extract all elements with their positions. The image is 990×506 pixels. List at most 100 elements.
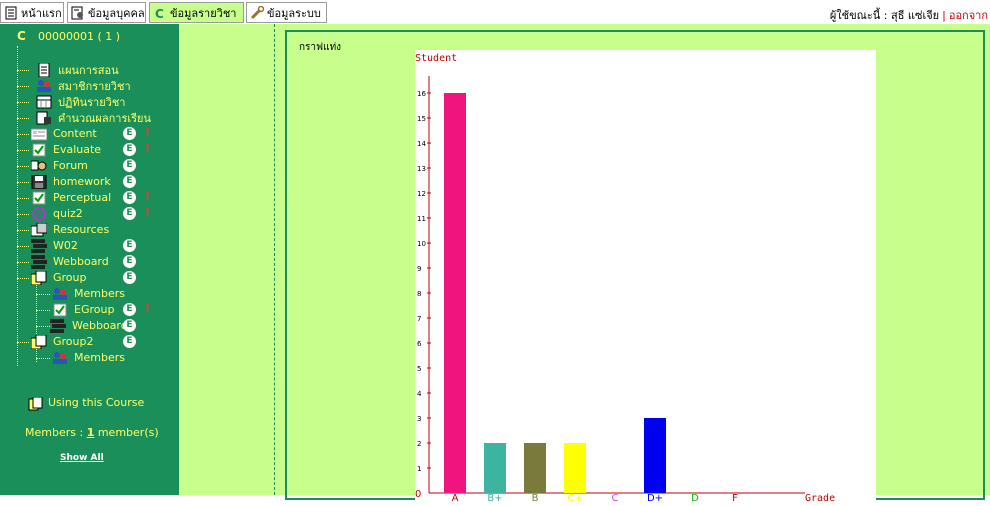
- sidebar-item-members[interactable]: Members: [52, 350, 125, 365]
- logout-link[interactable]: ออกจาก: [948, 9, 988, 22]
- sidebar-item-webboard[interactable]: Webboard: [50, 318, 128, 333]
- y-tick-label: 7: [417, 315, 421, 323]
- tab-home[interactable]: หน้าแรก: [0, 2, 64, 23]
- sidebar-item-group[interactable]: Group: [30, 270, 87, 285]
- edit-e-icon[interactable]: E: [123, 255, 136, 268]
- checkbox-icon: [52, 303, 68, 317]
- sidebar-item-label: Evaluate: [53, 143, 102, 156]
- edit-e-icon[interactable]: E: [123, 303, 136, 316]
- y-tick-label: 3: [417, 415, 421, 423]
- edit-e-icon[interactable]: E: [123, 271, 136, 284]
- sidebar-item-label: Members: [74, 351, 125, 364]
- edit-e-icon[interactable]: E: [123, 335, 136, 348]
- sidebar-item-group2[interactable]: Group2: [30, 334, 94, 349]
- tab-personal-info[interactable]: ข้อมูลบุคคล: [67, 2, 146, 23]
- edit-e-icon[interactable]: E: [123, 127, 136, 140]
- sidebar-item-label: homework: [53, 175, 111, 188]
- sidebar-item-label: คำนวณผลการเรียน: [58, 111, 152, 125]
- top-navigation-bar: หน้าแรก ข้อมูลบุคคล C ข้อมูลรายวิชา ข้อม…: [0, 0, 990, 24]
- tree-connector: [17, 118, 29, 119]
- sidebar-item-resources[interactable]: Resources: [30, 222, 109, 237]
- y-tick-label: 14: [417, 140, 426, 148]
- y-tick-label: 5: [417, 365, 421, 373]
- disk-icon: [31, 174, 47, 189]
- calculate-grade-icon: [36, 111, 52, 125]
- current-user-name: สุธี แซ่เจีย: [890, 9, 940, 22]
- edit-e-icon[interactable]: E: [123, 239, 136, 252]
- tree-connector: [17, 246, 29, 247]
- sidebar-item-evaluate[interactable]: Evaluate: [31, 142, 101, 157]
- tree-connector: [17, 198, 29, 199]
- main-content: กราฟแท่ง Student Grade 0 1 2 3 4 5 6 7 8 9 10 11 12 13 1…: [275, 24, 990, 504]
- sidebar-item-label: Group2: [53, 335, 94, 348]
- edit-e-icon[interactable]: E: [123, 191, 136, 204]
- sidebar-right-strip: [179, 24, 275, 495]
- edit-e-icon[interactable]: E: [123, 207, 136, 220]
- checkbox-icon: [31, 191, 47, 205]
- using-course-link[interactable]: Using this Course: [48, 396, 145, 409]
- edit-e-icon[interactable]: E: [123, 175, 136, 188]
- tab-personal-info-label: ข้อมูลบุคคล: [88, 6, 145, 20]
- sidebar-item-w02[interactable]: W02: [31, 238, 78, 253]
- sidebar-item-label: Webboard: [53, 255, 109, 268]
- members-count-link[interactable]: 1: [86, 426, 95, 439]
- sidebar-item-แผนการสอน[interactable]: แผนการสอน: [36, 62, 119, 77]
- tab-system-info[interactable]: ข้อมูลระบบ: [246, 2, 327, 23]
- y-tick-label: 15: [417, 115, 426, 123]
- y-tick-label: 16: [417, 90, 426, 98]
- sidebar-item-label: Perceptual: [53, 191, 112, 204]
- sidebar-item-content[interactable]: Content: [30, 126, 97, 141]
- graph-title: กราฟแท่ง: [299, 42, 342, 53]
- alert-exclamation-icon: !: [145, 190, 151, 203]
- group-folder-icon: [30, 270, 47, 285]
- forum-icon: [30, 159, 47, 173]
- course-c-icon: C: [153, 6, 167, 21]
- edit-e-icon[interactable]: E: [123, 159, 136, 172]
- members-icon: [36, 79, 52, 93]
- course-c-icon: C: [17, 29, 26, 43]
- edit-e-icon[interactable]: E: [123, 319, 136, 332]
- bar-b+: [484, 443, 506, 493]
- tab-home-label: หน้าแรก: [21, 6, 62, 20]
- sidebar-item-label: Content: [53, 127, 97, 140]
- home-document-icon: [4, 6, 18, 20]
- edit-e-icon[interactable]: E: [123, 143, 136, 156]
- sidebar-item-ปฏิทินรายวิชา[interactable]: ปฏิทินรายวิชา: [36, 94, 126, 109]
- y-tick-label: 11: [417, 215, 426, 223]
- tree-connector: [17, 262, 29, 263]
- current-user-prefix: ผู้ใช้ขณะนี้ :: [829, 9, 888, 22]
- sidebar-item-webboard[interactable]: Webboard: [31, 254, 109, 269]
- bar-b: [524, 443, 546, 493]
- course-id[interactable]: 00000001 ( 1 ): [38, 30, 121, 43]
- svg-text:C: C: [155, 7, 164, 20]
- sidebar-item-label: EGroup: [74, 303, 115, 316]
- alert-exclamation-icon: !: [145, 302, 151, 315]
- sidebar-item-label: Webboard: [72, 319, 128, 332]
- tree-line: [36, 282, 37, 362]
- sidebar-item-egroup[interactable]: EGroup: [52, 302, 114, 317]
- sidebar-item-forum[interactable]: Forum: [30, 158, 88, 173]
- members-icon: [52, 287, 68, 301]
- group-folder-icon: [30, 334, 47, 349]
- y-tick-label: 10: [417, 240, 426, 248]
- show-all-link[interactable]: Show All: [60, 453, 104, 463]
- sidebar-item-homework[interactable]: homework: [31, 174, 111, 189]
- y-tick-label: 4: [417, 390, 422, 398]
- webboard-icon: [50, 318, 66, 333]
- tab-course-info[interactable]: C ข้อมูลรายวิชา: [149, 2, 244, 23]
- sidebar-item-สมาชิกรายวิชา[interactable]: สมาชิกรายวิชา: [36, 78, 131, 93]
- sidebar-item-perceptual[interactable]: Perceptual: [31, 190, 111, 205]
- sidebar-item-members[interactable]: Members: [52, 286, 125, 301]
- sidebar-item-คำนวณผลการเรียน[interactable]: คำนวณผลการเรียน: [36, 110, 151, 125]
- checkbox-icon: [31, 143, 47, 157]
- sidebar-item-label: Members: [74, 287, 125, 300]
- sidebar-item-label: Forum: [53, 159, 88, 172]
- sidebar-item-label: สมาชิกรายวิชา: [58, 79, 131, 93]
- bar-a: [444, 93, 466, 493]
- resources-icon: [30, 222, 48, 237]
- tree-connector: [36, 358, 50, 359]
- y-axis-label: Student: [415, 53, 457, 64]
- y-tick-label: 6: [417, 340, 422, 348]
